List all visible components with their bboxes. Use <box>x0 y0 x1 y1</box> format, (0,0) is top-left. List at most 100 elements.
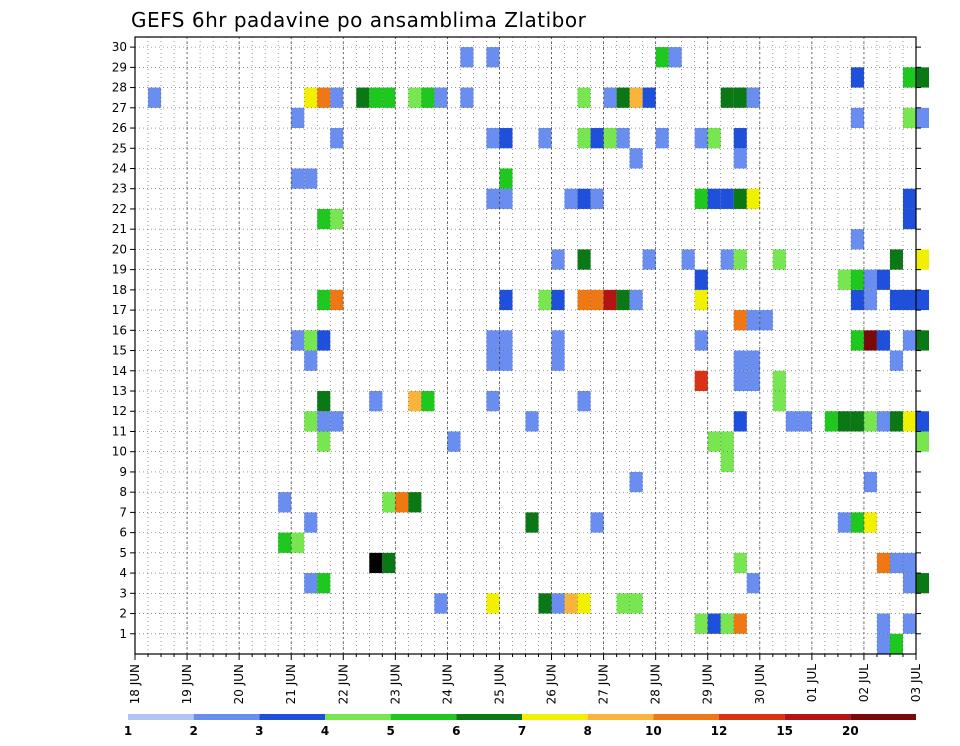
y-tick-label: 22 <box>112 202 127 216</box>
heatmap-cell <box>486 330 500 351</box>
heatmap-cell <box>460 87 474 108</box>
heatmap-cell <box>317 411 331 432</box>
heatmap-cell <box>408 391 422 412</box>
heatmap-cell <box>850 289 864 311</box>
y-tick-label: 25 <box>112 141 127 155</box>
heatmap-cell <box>746 188 760 209</box>
y-tick-label: 27 <box>112 101 127 115</box>
y-tick-label: 6 <box>119 526 127 540</box>
heatmap-cell <box>551 593 565 614</box>
heatmap-cell <box>551 330 565 351</box>
heatmap-cell <box>304 168 318 189</box>
colorbar-label: 3 <box>255 724 263 738</box>
colorbar-segment <box>390 714 457 720</box>
heatmap-cell <box>278 532 292 553</box>
y-tick-label: 21 <box>112 222 127 236</box>
heatmap-cell <box>746 87 760 108</box>
y-tick-label: 14 <box>112 364 127 378</box>
heatmap-cell <box>850 411 864 432</box>
heatmap-cell <box>330 411 344 432</box>
heatmap-cell <box>421 87 435 108</box>
heatmap-cell <box>733 411 747 432</box>
heatmap-cell <box>916 67 930 88</box>
heatmap-cell <box>850 330 864 351</box>
heatmap-cell <box>694 269 708 290</box>
heatmap-cell <box>369 391 383 412</box>
heatmap-cell <box>291 168 305 189</box>
heatmap-cell <box>863 330 877 351</box>
heatmap-cell <box>551 249 565 270</box>
heatmap-cell <box>889 289 903 311</box>
heatmap-cell <box>902 67 916 88</box>
y-tick-label: 2 <box>119 607 127 621</box>
heatmap-cell <box>486 391 500 412</box>
x-tick-label: 29 JUN <box>701 664 715 704</box>
heatmap-cell <box>889 249 903 270</box>
heatmap-cell <box>421 391 435 412</box>
y-tick-label: 23 <box>112 182 127 196</box>
heatmap-cell <box>889 411 903 432</box>
heatmap-cell <box>720 249 734 270</box>
y-tick-label: 12 <box>112 404 127 418</box>
y-tick-label: 30 <box>112 40 127 54</box>
heatmap-cell <box>681 249 695 270</box>
x-tick-label: 26 JUN <box>545 664 559 704</box>
y-tick-label: 10 <box>112 445 127 459</box>
heatmap-cell <box>291 330 305 351</box>
heatmap-cell <box>733 249 747 270</box>
heatmap-cell <box>863 411 877 432</box>
heatmap-cell <box>382 552 396 574</box>
heatmap-cell <box>603 289 617 311</box>
colorbar-label: 20 <box>842 724 859 738</box>
heatmap-cell <box>902 208 916 230</box>
heatmap-cell <box>551 350 565 371</box>
heatmap-cell <box>395 492 409 513</box>
heatmap-cell <box>356 87 370 108</box>
heatmap-cell <box>916 573 930 594</box>
y-tick-label: 16 <box>112 323 127 337</box>
heatmap-cell <box>486 188 500 209</box>
y-tick-label: 18 <box>112 283 127 297</box>
heatmap-cell <box>720 613 734 634</box>
heatmap-cell <box>902 613 916 634</box>
heatmap-cell <box>304 573 318 594</box>
heatmap-cell <box>577 249 591 270</box>
heatmap-cell <box>486 350 500 371</box>
x-tick-label: 23 JUN <box>388 664 402 704</box>
heatmap-cell <box>863 289 877 311</box>
heatmap-cell <box>876 552 890 574</box>
heatmap-cell <box>629 87 643 108</box>
heatmap-cell <box>902 411 916 432</box>
heatmap-cell <box>577 188 591 209</box>
x-tick-label: 02 JUL <box>857 664 871 702</box>
heatmap-cell <box>382 492 396 513</box>
heatmap-cell <box>317 391 331 412</box>
heatmap-cell <box>564 188 578 209</box>
heatmap-cell <box>720 87 734 108</box>
heatmap-cell <box>707 613 721 634</box>
heatmap-cell <box>902 188 916 209</box>
heatmap-cell <box>733 350 747 371</box>
heatmap-cell <box>837 411 851 432</box>
heatmap-cell <box>876 411 890 432</box>
y-tick-label: 13 <box>112 384 127 398</box>
heatmap-cell <box>551 289 565 311</box>
heatmap-cell <box>850 229 864 250</box>
heatmap-cell <box>278 492 292 513</box>
heatmap-cell <box>408 87 422 108</box>
heatmap-cell <box>876 633 890 654</box>
colorbar-segment <box>259 714 325 720</box>
heatmap-cell <box>317 431 331 452</box>
x-tick-label: 27 JUN <box>597 664 611 704</box>
colorbar-label: 12 <box>711 724 728 738</box>
heatmap-cell <box>577 391 591 412</box>
colorbar-label: 15 <box>776 724 793 738</box>
heatmap-cell <box>629 593 643 614</box>
heatmap-cell <box>616 128 630 149</box>
heatmap-cell <box>694 370 708 392</box>
heatmap-cell <box>746 350 760 371</box>
colorbar-segment <box>325 714 391 720</box>
y-tick-label: 9 <box>119 465 127 479</box>
heatmap-cell <box>916 289 930 311</box>
y-tick-label: 4 <box>119 566 127 580</box>
